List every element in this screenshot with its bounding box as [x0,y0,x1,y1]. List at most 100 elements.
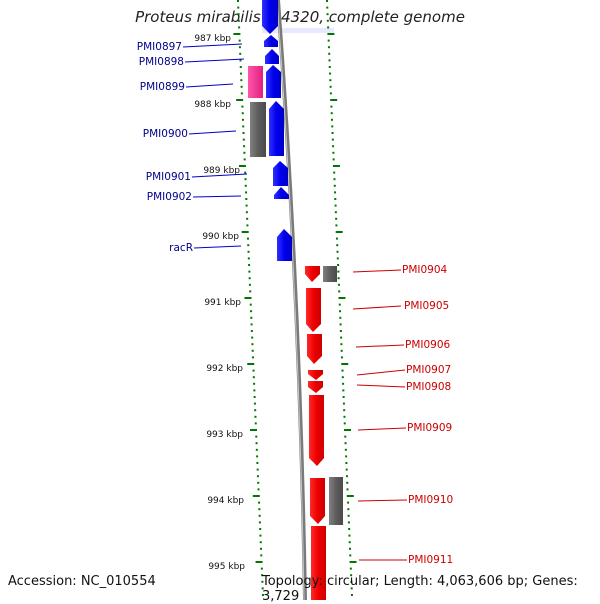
left-minor-tick [245,211,248,214]
right-minor-tick [342,382,345,385]
right-major-tick [338,297,346,299]
left-minor-tick [255,435,258,438]
gene-arrow-PMI0904[interactable] [305,266,320,282]
gene-arrow-PMI0907[interactable] [308,370,323,380]
right-minor-tick [342,396,345,398]
leader-PMI0901 [191,173,248,178]
gene-label-PMI0898[interactable]: PMI0898 [139,56,184,68]
gene-arrow-PMI0911[interactable] [311,526,326,600]
gene-arrow-PMI0910[interactable] [310,478,325,524]
right-major-tick [344,429,352,431]
left-minor-tick [256,468,259,471]
gene-arrow-PMI0908[interactable] [308,381,323,393]
gene-arrow-PMI0906[interactable] [307,334,322,364]
right-minor-tick [331,138,334,141]
left-minor-tick [258,508,261,511]
gene-arrow-PMI0899[interactable] [266,65,281,98]
right-minor-tick [348,534,351,537]
left-minor-tick [242,132,245,134]
left-minor-tick [256,475,259,478]
left-major-tick [252,495,260,497]
right-minor-tick [329,72,332,75]
gene-label-PMI0907[interactable]: PMI0907 [406,364,451,376]
gene-label-PMI0904[interactable]: PMI0904 [402,264,448,276]
right-minor-tick [334,204,337,207]
left-minor-tick [259,528,262,530]
left-minor-tick [251,343,254,346]
right-tick-column [326,0,357,596]
left-minor-tick [247,257,250,260]
left-minor-tick [238,46,241,49]
accession-label: Accession: NC_010554 [8,574,156,589]
right-minor-tick [332,158,335,161]
right-minor-tick [345,475,348,478]
right-minor-tick [339,323,342,326]
gene-arrow-PMI0900[interactable] [269,101,284,156]
leader-PMI0905 [352,305,402,310]
scale-label-991: 991 kbp [204,298,241,308]
gene-label-PMI0905[interactable]: PMI0905 [404,300,449,312]
left-minor-tick [248,270,251,273]
gene-arrow-PMI0905[interactable] [306,288,321,332]
right-minor-tick [338,303,341,306]
right-minor-tick [340,343,343,346]
left-minor-tick [240,85,243,88]
leader-PMI0904 [352,269,402,273]
gene-label-PMI0909[interactable]: PMI0909 [407,422,452,434]
gene-label-PMI0910[interactable]: PMI0910 [408,494,453,506]
leader-PMI0902 [192,195,242,198]
left-minor-tick [246,237,249,240]
gray-feature-right-1[interactable] [323,266,337,282]
gene-label-PMI0897[interactable]: PMI0897 [137,41,182,53]
gene-label-PMI0902[interactable]: PMI0902 [147,191,192,203]
gene-arrow-PMI0898[interactable] [265,49,279,64]
left-minor-tick [255,442,258,445]
gene-arrow-PMI0902[interactable] [274,187,289,199]
left-minor-tick [245,191,248,194]
gene-label-PMI0908[interactable]: PMI0908 [406,381,451,393]
left-major-tick [247,363,255,365]
gray-feature-left[interactable] [250,102,266,157]
right-minor-tick [350,587,353,590]
right-minor-tick [338,290,341,293]
right-minor-tick [343,409,346,412]
gene-label-PMI0906[interactable]: PMI0906 [405,339,451,351]
right-major-tick [327,33,335,35]
left-minor-tick [261,574,264,577]
gray-feature-right-2[interactable] [329,477,343,525]
left-major-tick [238,165,246,167]
left-minor-tick [246,224,249,227]
gene-label-PMI0911[interactable]: PMI0911 [408,554,453,566]
right-minor-tick [350,574,353,577]
right-minor-tick [328,59,331,62]
right-minor-tick [342,389,345,392]
right-minor-tick [337,264,340,266]
right-minor-tick [327,26,330,29]
gene-arrow-PMI0909[interactable] [309,395,324,466]
left-minor-tick [260,554,263,557]
gene-label-racR[interactable]: racR [169,242,193,254]
right-minor-tick [347,508,350,511]
leader-PMI0907 [356,369,406,376]
rna-feature[interactable] [248,66,263,98]
left-minor-tick [245,198,248,200]
left-minor-tick [244,171,247,174]
left-minor-tick [246,217,249,220]
left-minor-tick [240,92,243,95]
gene-arrow-PMI0896[interactable] [262,0,278,34]
right-minor-tick [348,541,351,544]
gene-label-PMI0900[interactable]: PMI0900 [143,128,188,140]
right-minor-tick [339,316,342,319]
left-minor-tick [261,587,264,590]
gene-arrow-PMI0897[interactable] [264,35,278,47]
genome-backbone-highlight [276,0,305,600]
right-minor-tick [347,514,350,517]
right-minor-tick [331,132,334,134]
gene-arrow-PMI0901[interactable] [273,161,288,186]
right-minor-tick [347,521,350,524]
gene-label-PMI0899[interactable]: PMI0899 [140,81,185,93]
right-minor-tick [341,376,344,379]
gene-label-PMI0901[interactable]: PMI0901 [146,171,191,183]
gene-arrow-racR[interactable] [277,229,292,261]
left-minor-tick [251,356,254,359]
